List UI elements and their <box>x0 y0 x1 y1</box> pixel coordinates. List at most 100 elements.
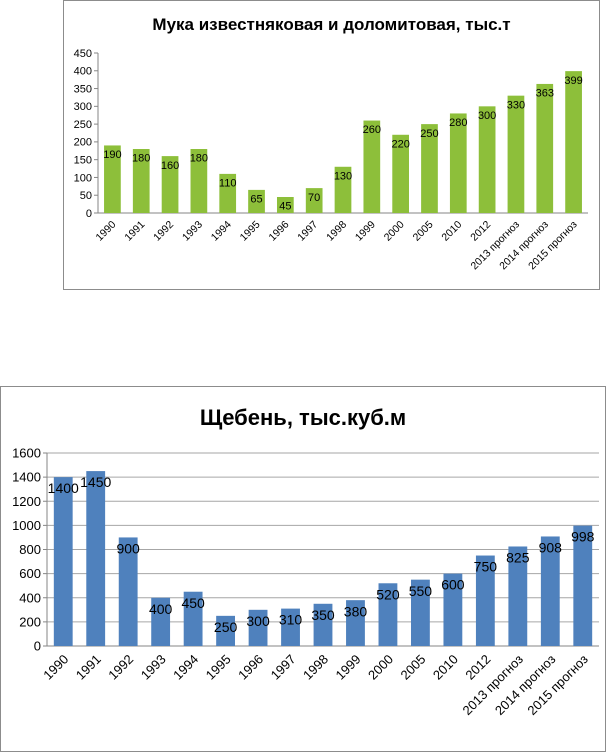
x-tick-label: 1995 <box>238 219 263 244</box>
y-tick-label: 200 <box>74 137 92 149</box>
x-tick-label: 1993 <box>138 652 169 683</box>
bar <box>507 95 525 213</box>
bar <box>248 189 265 213</box>
x-tick-label: 2000 <box>382 219 407 244</box>
bar <box>104 145 121 213</box>
data-label: 450 <box>181 595 205 611</box>
y-tick-label: 400 <box>19 590 41 605</box>
x-tick-label: 1991 <box>122 219 147 244</box>
y-tick-label: 250 <box>74 119 92 131</box>
bar <box>86 471 106 646</box>
bar <box>421 124 438 213</box>
data-label: 65 <box>250 194 262 206</box>
chart-title: Мука известняковая и доломитовая, тыс.т <box>152 15 511 34</box>
y-tick-label: 450 <box>74 48 92 60</box>
x-tick-label: 1997 <box>295 219 320 244</box>
x-tick-label: 1995 <box>203 652 234 683</box>
bar <box>508 546 528 646</box>
x-tick-label: 1990 <box>40 652 71 683</box>
data-label: 70 <box>308 192 320 204</box>
bar <box>132 149 150 213</box>
bar <box>305 188 323 213</box>
y-tick-label: 350 <box>74 83 92 95</box>
data-label: 220 <box>391 138 409 150</box>
data-label: 1450 <box>80 474 111 490</box>
bar <box>443 573 463 646</box>
data-label: 190 <box>103 149 121 161</box>
y-tick-label: 1000 <box>12 518 41 533</box>
data-label: 280 <box>449 117 467 129</box>
data-label: 250 <box>420 128 438 140</box>
x-tick-label: 1993 <box>180 219 205 244</box>
y-tick-label: 400 <box>74 66 92 78</box>
data-label: 130 <box>334 170 352 182</box>
bar <box>573 525 593 646</box>
x-tick-label: 1994 <box>209 219 234 244</box>
bar <box>248 609 268 646</box>
y-tick-label: 600 <box>19 566 41 581</box>
x-tick-label: 1997 <box>268 652 299 683</box>
bar <box>410 579 430 646</box>
data-label: 180 <box>190 153 208 165</box>
data-label: 310 <box>279 612 303 628</box>
x-tick-label: 2010 <box>430 652 461 683</box>
data-label: 260 <box>363 124 381 136</box>
y-tick-label: 100 <box>74 172 92 184</box>
data-label: 908 <box>539 540 563 556</box>
bar <box>313 603 333 646</box>
data-label: 550 <box>409 583 433 599</box>
bar <box>183 591 203 646</box>
data-label: 520 <box>376 586 400 602</box>
x-tick-label: 2012 <box>468 219 493 244</box>
data-label: 825 <box>506 550 530 566</box>
data-label: 900 <box>116 541 140 557</box>
x-tick-label: 2005 <box>411 219 436 244</box>
x-tick-label: 1998 <box>300 652 331 683</box>
data-label: 1400 <box>48 480 79 496</box>
y-tick-label: 1200 <box>12 494 41 509</box>
y-tick-label: 800 <box>19 542 41 557</box>
data-label: 750 <box>474 559 498 575</box>
x-tick-label: 1992 <box>151 219 176 244</box>
x-tick-label: 2000 <box>365 652 396 683</box>
data-label: 400 <box>149 601 173 617</box>
x-tick-label: 1999 <box>333 652 364 683</box>
data-label: 998 <box>571 529 595 545</box>
data-label: 330 <box>507 99 525 111</box>
bar <box>346 600 365 646</box>
bar <box>216 615 236 646</box>
bar <box>540 536 560 646</box>
bar <box>565 71 582 213</box>
bar <box>276 197 294 213</box>
data-label: 600 <box>441 577 465 593</box>
data-label: 110 <box>219 178 237 190</box>
y-tick-label: 300 <box>74 101 92 113</box>
x-tick-label: 2010 <box>439 219 464 244</box>
crushed-stone-chart: Щебень, тыс.куб.м 0 200 400 600 800 1000 1200 1… <box>0 386 606 752</box>
bar <box>449 113 467 213</box>
bar <box>281 608 300 646</box>
x-tick-label: 1999 <box>353 219 378 244</box>
y-tick-label: 50 <box>80 190 92 202</box>
x-tick-label: 1994 <box>170 652 201 683</box>
y-tick-label: 1400 <box>12 470 41 485</box>
bar <box>363 120 381 213</box>
data-label: 45 <box>279 201 291 213</box>
y-tick-label: 150 <box>74 155 92 167</box>
x-tick-label: 1991 <box>73 652 104 683</box>
x-tick-label: 1998 <box>324 219 349 244</box>
x-tick-label: 2005 <box>397 652 428 683</box>
data-label: 250 <box>214 619 238 635</box>
y-tick-label: 0 <box>34 639 41 654</box>
data-label: 363 <box>536 88 554 100</box>
bar <box>378 583 398 646</box>
data-label: 380 <box>344 603 368 619</box>
chart-title: Щебень, тыс.куб.м <box>199 405 407 430</box>
lime-flour-chart-plot: 0 50 100 150 200 250 300 350 400 450 190 1990 180 199… <box>74 48 588 272</box>
bar <box>53 477 73 646</box>
y-tick-label: 1600 <box>12 446 41 461</box>
data-label: 300 <box>246 613 270 629</box>
data-label: 160 <box>161 160 179 172</box>
bar <box>151 597 171 646</box>
data-label: 350 <box>311 607 335 623</box>
